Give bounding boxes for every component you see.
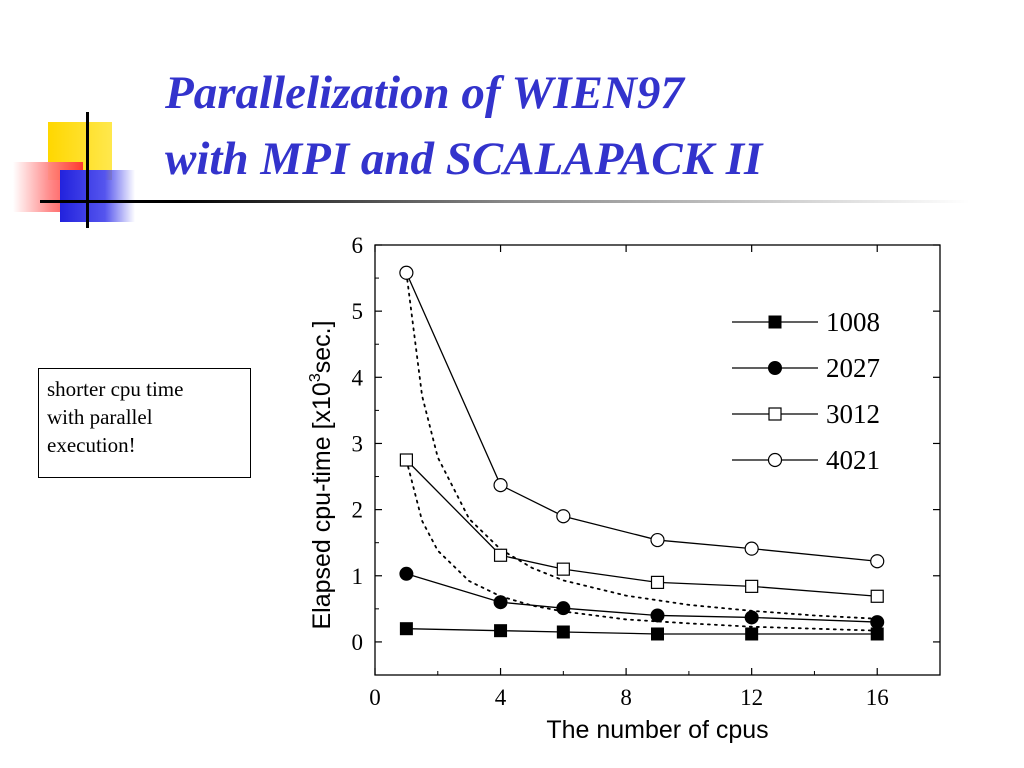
series-line-3012 [405, 459, 878, 597]
y-tick-label: 5 [352, 299, 364, 324]
x-axis-label: The number of cpus [546, 716, 768, 744]
plot-frame [374, 244, 941, 676]
y-axis-label-prefix: Elapsed cpu-time [x10 [308, 382, 336, 629]
data-point-3012 [870, 589, 884, 603]
y-tick-label: 0 [352, 630, 364, 655]
data-point-2027 [870, 615, 885, 630]
blue-square-decoration [60, 170, 135, 222]
x-tick-label: 4 [495, 685, 507, 710]
vertical-rule-decoration [86, 112, 89, 228]
note-line-1: shorter cpu time [47, 377, 184, 401]
ideal-scaling-curve [405, 459, 879, 632]
legend-label-4021: 4021 [826, 445, 880, 475]
data-point-1008 [745, 627, 759, 641]
x-tick-label: 0 [369, 685, 381, 710]
y-tick-label: 6 [352, 233, 364, 258]
legend-marker-3012 [768, 407, 782, 421]
y-axis-label-suffix: sec.] [308, 320, 336, 373]
legend-label-3012: 3012 [826, 399, 880, 429]
ideal-scaling-curve [405, 271, 879, 620]
data-point-2027 [399, 566, 414, 581]
data-point-3012 [745, 579, 759, 593]
slide-title-line-2: with MPI and SCALAPACK II [165, 133, 763, 185]
legend-marker-4021 [767, 452, 783, 468]
legend-marker-1008 [768, 315, 782, 329]
data-point-1008 [870, 627, 884, 641]
data-point-2027 [493, 595, 508, 610]
y-tick-label: 3 [352, 431, 364, 456]
legend-label-1008: 1008 [826, 307, 880, 337]
legend-label-2027: 2027 [826, 353, 880, 383]
note-line-2: with parallel [47, 405, 153, 429]
series-line-4021 [405, 272, 878, 562]
data-point-4021 [650, 532, 665, 548]
data-point-1008 [556, 625, 570, 639]
note-box: shorter cpu time with parallel execution… [38, 368, 251, 478]
y-tick-label: 1 [352, 564, 364, 589]
y-axis-label-superscript: 3 [307, 373, 324, 382]
data-point-1008 [494, 624, 508, 638]
slide-title: Parallelization of WIEN97 with MPI and S… [165, 60, 762, 192]
x-tick-label: 16 [866, 685, 889, 710]
legend-marker-2027 [768, 361, 782, 375]
data-point-1008 [399, 622, 413, 636]
data-point-4021 [870, 554, 885, 569]
series-line-2027 [406, 573, 878, 623]
data-point-4021 [744, 541, 759, 556]
y-tick-label: 2 [352, 498, 364, 523]
data-point-2027 [744, 610, 759, 625]
data-point-3012 [493, 548, 508, 562]
data-point-2027 [556, 601, 571, 616]
series-line-1008 [406, 628, 878, 635]
data-point-4021 [556, 509, 571, 524]
data-point-3012 [650, 575, 665, 589]
data-point-4021 [399, 265, 414, 280]
data-point-3012 [556, 562, 570, 576]
data-point-2027 [650, 608, 665, 623]
data-point-3012 [399, 453, 413, 467]
x-tick-label: 8 [620, 685, 632, 710]
data-point-1008 [651, 627, 664, 641]
x-tick-label: 12 [740, 685, 763, 710]
title-underline [40, 200, 970, 203]
y-axis-label: Elapsed cpu-time [x103sec.] [307, 320, 336, 629]
slide-title-line-1: Parallelization of WIEN97 [165, 67, 684, 119]
note-line-3: execution! [47, 433, 136, 457]
data-point-4021 [493, 478, 508, 493]
y-tick-label: 4 [352, 365, 364, 390]
